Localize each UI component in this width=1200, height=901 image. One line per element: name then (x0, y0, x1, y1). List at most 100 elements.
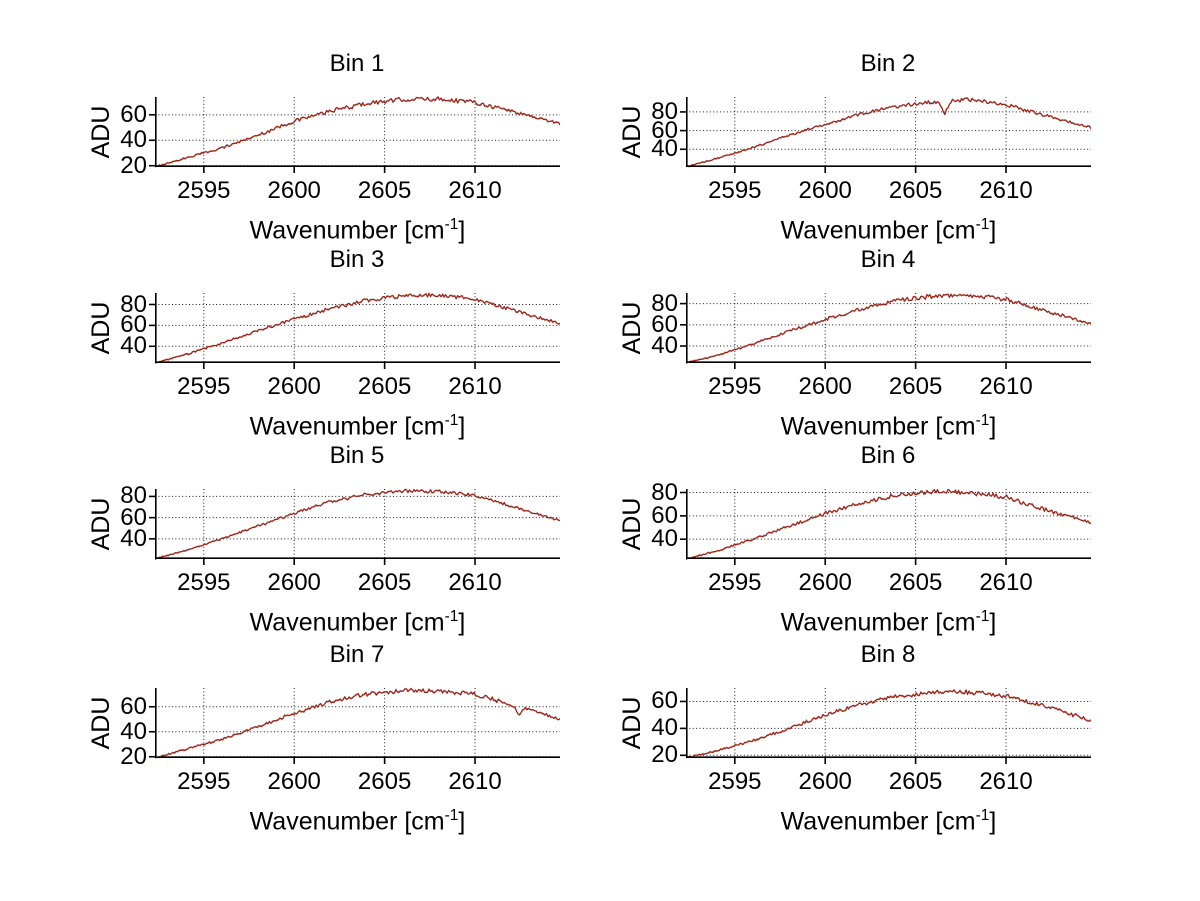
gridlines (686, 97, 1091, 167)
trace-dark-red (155, 488, 560, 561)
y-tick-label: 40 (651, 714, 678, 742)
x-axis-label: Wavenumber [cm-1] (155, 603, 560, 637)
axes-spines (680, 688, 1091, 764)
axes-spines (149, 489, 560, 565)
spectrum-traces (686, 688, 1091, 759)
spectrum-traces (686, 293, 1091, 364)
trace-orange (686, 488, 1091, 561)
x-tick-label: 2605 (357, 177, 412, 204)
gridlines (155, 688, 560, 758)
x-axis-label-superscript: -1 (975, 807, 990, 824)
y-tick-label: 60 (651, 687, 678, 715)
trace-orange (155, 292, 560, 364)
x-axis-label-suffix: ] (458, 412, 466, 441)
subplot-bin-6: Bin 6 ADU Wavenumber [cm-1] 40 60 80 2595 26… (618, 443, 1091, 636)
trace-orange (155, 687, 560, 759)
x-axis-label-superscript: -1 (444, 807, 459, 824)
x-tick-label: 2610 (448, 177, 502, 204)
x-axis-label-superscript: -1 (975, 608, 990, 625)
x-tick-label: 2605 (888, 177, 943, 204)
y-tick-label: 80 (651, 289, 678, 317)
x-tick-label: 2595 (177, 569, 231, 596)
x-tick-label: 2610 (979, 373, 1033, 400)
x-tick-label: 2605 (888, 569, 943, 596)
plot-area (680, 688, 1091, 764)
subplot-bin-3: Bin 3 ADU Wavenumber [cm-1] 40 60 80 2595 26… (87, 247, 560, 440)
y-tick-label: 20 (120, 742, 147, 770)
y-tick-label: 60 (651, 310, 678, 338)
y-tick-label: 40 (120, 717, 147, 745)
y-tick-label: 80 (120, 482, 147, 510)
axes-spines (149, 97, 560, 173)
y-tick-label: 20 (120, 151, 147, 179)
subplot-bin-4: Bin 4 ADU Wavenumber [cm-1] 40 60 80 2595 26… (618, 247, 1091, 440)
trace-dark-red (686, 689, 1091, 759)
subplot-bin-2: Bin 2 ADU Wavenumber [cm-1] 40 60 80 2595 26… (618, 51, 1091, 244)
axes-spines (680, 293, 1091, 369)
plot-area (680, 488, 1091, 565)
x-axis-label-text: Wavenumber [cm (780, 608, 976, 637)
y-tick-label: 80 (120, 290, 147, 318)
x-tick-label: 2605 (357, 373, 412, 400)
trace-blue (155, 688, 560, 759)
plot-title: Bin 1 (329, 50, 385, 77)
x-tick-label: 2600 (798, 177, 852, 204)
y-tick-label: 60 (120, 100, 147, 128)
y-tick-label: 60 (651, 501, 678, 529)
trace-blue (686, 97, 1091, 168)
axes-spines (149, 293, 560, 369)
x-tick-label: 2600 (267, 768, 321, 795)
y-tick-label: 80 (651, 97, 678, 125)
x-tick-label: 2595 (177, 177, 231, 204)
x-axis-label-suffix: ] (458, 807, 466, 836)
trace-dark-red (686, 293, 1091, 364)
y-tick-label: 60 (120, 692, 147, 720)
gridlines (686, 688, 1091, 758)
x-tick-label: 2595 (708, 373, 762, 400)
y-tick-label: 20 (651, 741, 678, 769)
axes-spines (680, 489, 1091, 565)
x-axis-label: Wavenumber [cm-1] (686, 407, 1091, 441)
gridlines (155, 489, 560, 559)
x-tick-label: 2600 (798, 373, 852, 400)
x-axis-label-suffix: ] (989, 216, 997, 245)
x-tick-label: 2595 (708, 177, 762, 204)
x-axis-label-text: Wavenumber [cm (780, 412, 976, 441)
plot-title: Bin 6 (860, 442, 916, 469)
plot-title: Bin 7 (329, 641, 385, 668)
plot-title: Bin 3 (329, 246, 385, 273)
spectrum-traces (155, 292, 560, 364)
plot-area (149, 292, 560, 369)
x-tick-label: 2610 (448, 569, 502, 596)
plot-title: Bin 5 (329, 442, 385, 469)
x-axis-label: Wavenumber [cm-1] (155, 802, 560, 836)
gridlines (686, 489, 1091, 559)
y-tick-label: 60 (120, 503, 147, 531)
x-tick-label: 2600 (798, 569, 852, 596)
trace-blue (686, 488, 1091, 560)
plot-area (149, 488, 560, 565)
trace-dark-red (686, 97, 1091, 168)
y-tick-label: 40 (120, 126, 147, 154)
y-tick-label: 40 (120, 524, 147, 552)
trace-orange (686, 293, 1091, 364)
y-tick-label: 40 (651, 332, 678, 360)
x-axis-label: Wavenumber [cm-1] (686, 802, 1091, 836)
y-tick-label: 60 (651, 116, 678, 144)
x-axis-label: Wavenumber [cm-1] (686, 603, 1091, 637)
x-tick-label: 2605 (357, 768, 412, 795)
x-axis-label-superscript: -1 (975, 412, 990, 429)
spectrum-traces (686, 488, 1091, 561)
x-axis-label-text: Wavenumber [cm (780, 807, 976, 836)
x-tick-label: 2610 (979, 569, 1033, 596)
x-tick-label: 2610 (979, 177, 1033, 204)
trace-orange (686, 97, 1091, 168)
x-tick-label: 2595 (708, 569, 762, 596)
x-tick-label: 2605 (888, 373, 943, 400)
x-tick-label: 2610 (979, 768, 1033, 795)
spectrum-traces (155, 488, 560, 561)
plot-title: Bin 8 (860, 641, 916, 668)
subplot-bin-1: Bin 1 ADU Wavenumber [cm-1] 20 40 60 2595 26… (87, 51, 560, 244)
y-tick-label: 40 (651, 135, 678, 163)
